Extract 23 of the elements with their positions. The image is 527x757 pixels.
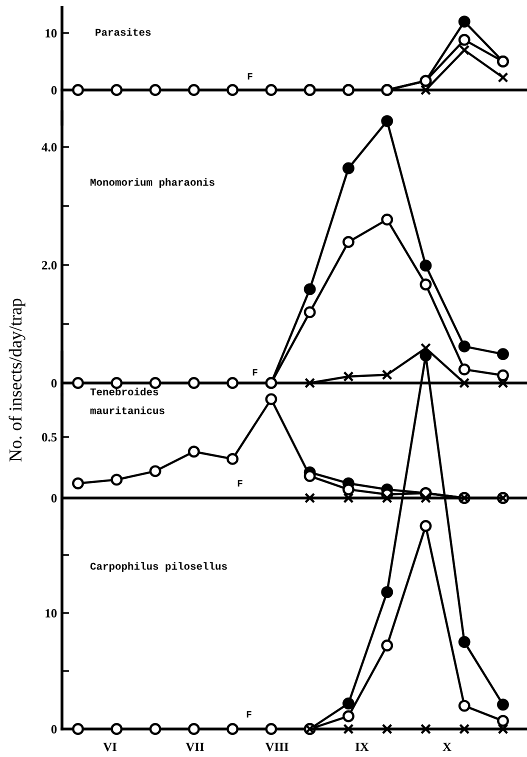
annotation: F (238, 480, 242, 487)
chart-title: Tenebroides mauritanicus (90, 388, 164, 414)
text: VIII (265, 742, 288, 752)
text: VII (186, 742, 204, 752)
text: VI (103, 742, 117, 752)
text: Monomorium pharaonis (90, 178, 214, 188)
y-tick-label: 10 (46, 609, 57, 618)
annotation: F (246, 711, 252, 718)
y-tick-label: 0 (51, 86, 57, 94)
text: IX (355, 742, 369, 752)
y-tick-label: 0 (51, 725, 57, 734)
y-tick-label: 4.0 (42, 143, 57, 152)
y-tick-label: 10 (46, 29, 57, 38)
y-tick-label: 0.5 (42, 433, 57, 442)
y-tick-label: 0 (51, 379, 57, 388)
annotation: F (252, 369, 258, 376)
text: Parasites (96, 28, 151, 36)
annotation: F (248, 73, 252, 80)
text: X (442, 742, 452, 752)
y-tick-label: 2.0 (42, 261, 57, 270)
y-tick-label: 0 (51, 494, 57, 502)
text: Carpophilus pilosellus (90, 562, 227, 572)
y-axis-title: No. of insects/day/trap (8, 298, 26, 462)
